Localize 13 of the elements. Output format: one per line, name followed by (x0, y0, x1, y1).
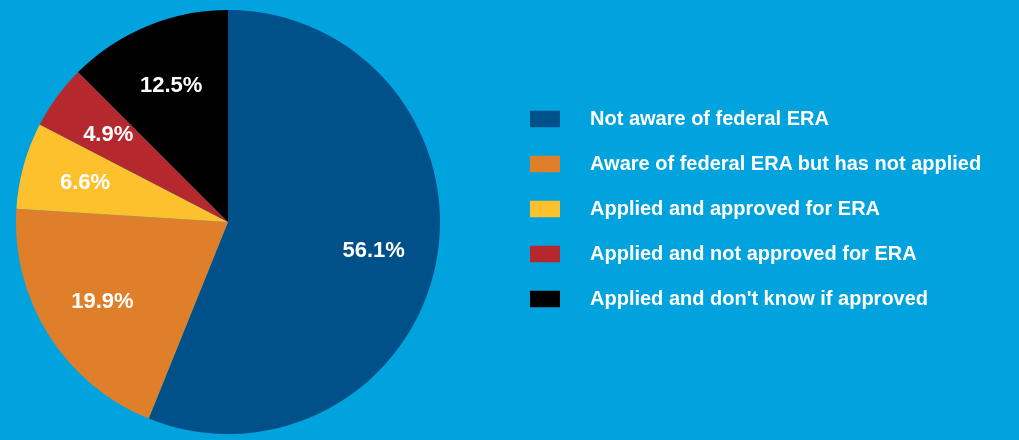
data-label: 19.9% (71, 288, 134, 314)
pie-slice (39, 72, 228, 222)
data-label: 56.1% (342, 237, 405, 263)
data-label: 6.6% (59, 169, 111, 195)
legend-label: Aware of federal ERA but has not applied (590, 152, 982, 174)
data-label: 12.5% (140, 71, 203, 97)
pie-slice (16, 124, 228, 222)
legend-label: Applied and not approved for ERA (590, 242, 917, 264)
legend-label: Not aware of federal ERA (590, 107, 829, 129)
legend-label: Applied and don't know if approved (590, 287, 929, 309)
legend-label: Applied and approved for ERA (590, 197, 881, 219)
pie-slice (16, 208, 228, 419)
data-label: 4.9% (83, 121, 134, 147)
